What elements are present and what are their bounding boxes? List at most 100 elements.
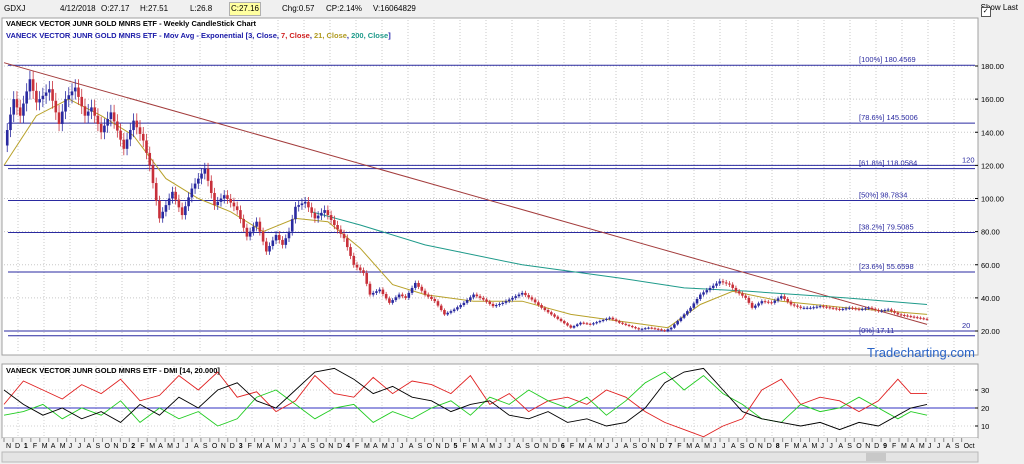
- candle-body: [653, 328, 657, 330]
- change-percent: CP:2.14%: [326, 4, 363, 13]
- x-tick-label: N: [650, 443, 655, 450]
- candle-body: [741, 293, 744, 296]
- y-tick-label: 160.00: [981, 95, 1004, 104]
- candle-body: [860, 308, 864, 310]
- x-tick-label: 7: [668, 443, 672, 450]
- y-tick-label: 140.00: [981, 128, 1004, 137]
- candle-body: [187, 197, 190, 207]
- y-tick-label: 80.00: [981, 228, 1000, 237]
- x-tick-label: A: [946, 443, 951, 450]
- candle-body: [96, 115, 100, 124]
- candle-body: [660, 329, 663, 331]
- y-tick-label: 100.00: [981, 195, 1004, 204]
- horizontal-reference-label: 20: [962, 321, 970, 330]
- x-tick-label: J: [498, 443, 502, 450]
- candle-body: [119, 130, 122, 140]
- x-tick-label: N: [328, 443, 333, 450]
- x-tick-label: J: [507, 443, 511, 450]
- candle-body: [310, 207, 313, 213]
- candle-body: [747, 297, 751, 303]
- price-chart-title: VANECK VECTOR JUNR GOLD MNRS ETF - Weekl…: [6, 19, 257, 28]
- x-tick-label: A: [409, 443, 414, 450]
- candle-body: [226, 195, 229, 199]
- x-tick-label: J: [391, 443, 395, 450]
- x-tick-label: S: [96, 443, 101, 450]
- x-tick-label: A: [624, 443, 629, 450]
- candle-body: [255, 221, 258, 227]
- candle-body: [562, 321, 566, 324]
- candle-body: [274, 234, 278, 241]
- x-tick-label: J: [176, 443, 180, 450]
- candle-body: [99, 123, 103, 133]
- candle-body: [595, 322, 598, 324]
- x-tick-label: S: [955, 443, 960, 450]
- candle-body: [93, 107, 96, 116]
- x-tick-label: N: [436, 443, 441, 450]
- candle-body: [925, 318, 929, 320]
- candle-body: [870, 307, 874, 309]
- candle-body: [498, 303, 501, 306]
- candle-body: [818, 306, 822, 308]
- candle-body: [18, 107, 22, 116]
- x-tick-label: N: [221, 443, 226, 450]
- candle-body: [355, 264, 359, 268]
- candle-body: [886, 309, 890, 311]
- candle-body: [443, 310, 446, 315]
- candle-body: [171, 191, 174, 199]
- fibonacci-level-label: [23.6%] 55.6598: [859, 262, 914, 271]
- candle-body: [151, 165, 155, 184]
- candle-body: [307, 201, 310, 208]
- x-tick-label: J: [829, 443, 833, 450]
- candle-body: [391, 300, 394, 303]
- y-tick-label: 20: [981, 404, 989, 413]
- close-value-box: C:27.16: [229, 2, 261, 16]
- x-tick-label: M: [471, 443, 477, 450]
- y-tick-label: 10: [981, 422, 989, 431]
- candle-body: [112, 112, 116, 122]
- x-tick-label: J: [292, 443, 296, 450]
- candle-body: [284, 238, 288, 245]
- x-tick-label: D: [15, 443, 20, 450]
- x-tick-label: N: [758, 443, 763, 450]
- candle-body: [135, 120, 139, 128]
- candle-body: [316, 215, 320, 219]
- candle-body: [28, 79, 32, 92]
- candle-body: [452, 309, 456, 312]
- price-panel[interactable]: [1, 17, 979, 356]
- candle-body: [339, 229, 343, 234]
- candle-body: [903, 314, 906, 316]
- candle-body: [229, 198, 233, 203]
- candle-body: [44, 92, 48, 96]
- x-tick-label: 4: [346, 443, 350, 450]
- candle-body: [378, 289, 381, 292]
- candle-body: [174, 191, 177, 200]
- candle-body: [265, 241, 268, 252]
- candle-body: [494, 305, 498, 307]
- candle-body: [161, 211, 164, 219]
- candle-body: [757, 303, 760, 306]
- x-tick-label: J: [713, 443, 717, 450]
- x-tick-label: A: [87, 443, 92, 450]
- candle-body: [880, 310, 883, 312]
- scrollbar-thumb[interactable]: [866, 453, 886, 461]
- candle-body: [579, 322, 582, 325]
- checkbox-icon[interactable]: ✓: [980, 7, 991, 17]
- candle-body: [511, 297, 514, 300]
- candle-body: [773, 300, 777, 303]
- fibonacci-level-label: [100%] 180.4569: [859, 55, 916, 64]
- candle-body: [394, 297, 398, 301]
- fibonacci-level-label: [0%] 17.11: [859, 326, 894, 335]
- horizontal-scrollbar[interactable]: [1, 451, 979, 463]
- candle-body: [258, 221, 262, 232]
- show-last-toggle[interactable]: ✓ Show Last: [980, 3, 1018, 17]
- x-tick-label: A: [373, 443, 378, 450]
- candle-body: [106, 119, 109, 126]
- candle-body: [805, 307, 809, 309]
- candle-body: [180, 207, 184, 216]
- candle-body: [520, 292, 524, 295]
- y-tick-label: 60.00: [981, 261, 1000, 270]
- dmi-chart-title: VANECK VECTOR JUNR GOLD MNRS ETF - DMI […: [6, 366, 220, 375]
- candle-body: [268, 245, 271, 252]
- candle-body: [598, 321, 602, 323]
